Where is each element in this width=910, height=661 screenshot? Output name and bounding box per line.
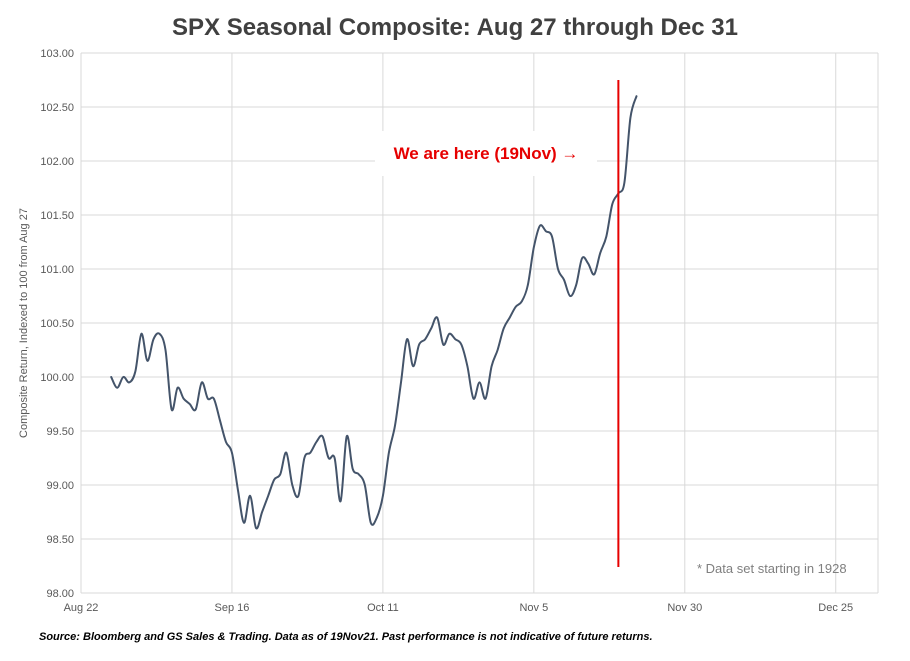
y-tick-label: 99.50 xyxy=(46,426,74,438)
axes: 98.00 98.50 99.00 99.50 100.00 100.50 101.00 10… xyxy=(18,48,853,614)
source-note: Source: Bloomberg and GS Sales & Trading… xyxy=(39,631,653,643)
y-tick-label: 102.50 xyxy=(40,102,74,114)
series-layer xyxy=(110,95,638,530)
y-tick-label: 98.00 xyxy=(46,588,74,600)
grid xyxy=(80,52,879,594)
y-tick-label: 99.00 xyxy=(46,480,74,492)
y-tick-label: 102.00 xyxy=(40,156,74,168)
chart-title: SPX Seasonal Composite: Aug 27 through D… xyxy=(172,14,738,41)
x-tick-label: Sep 16 xyxy=(215,602,250,614)
y-axis-title: Composite Return, Indexed to 100 from Au… xyxy=(18,208,30,438)
x-tick-label: Dec 25 xyxy=(818,602,853,614)
x-tick-label: Oct 11 xyxy=(367,602,399,614)
y-tick-label: 100.00 xyxy=(40,372,74,384)
y-tick-label: 98.50 xyxy=(46,534,74,546)
y-tick-label: 103.00 xyxy=(40,48,74,60)
x-tick-label: Nov 5 xyxy=(519,602,548,614)
annotation-text: We are here (19Nov) → xyxy=(393,143,579,163)
annotation-box: We are here (19Nov) → xyxy=(375,131,597,176)
y-tick-label: 101.00 xyxy=(40,264,74,276)
y-tick-label: 101.50 xyxy=(40,210,74,222)
x-tick-label: Aug 22 xyxy=(64,602,99,614)
x-tick-label: Nov 30 xyxy=(667,602,702,614)
series-line xyxy=(110,95,638,530)
footnote: * Data set starting in 1928 xyxy=(697,561,847,576)
y-tick-label: 100.50 xyxy=(40,318,74,330)
